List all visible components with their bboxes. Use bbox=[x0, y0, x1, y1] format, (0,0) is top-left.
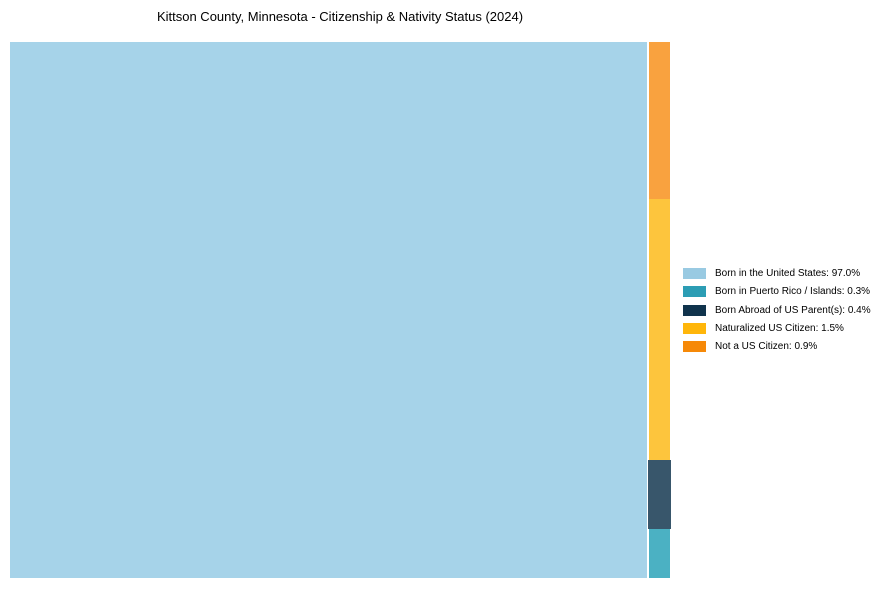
legend-item-not-citizen: Not a US Citizen: 0.9% bbox=[683, 341, 871, 353]
legend-item-born-in-us: Born in the United States: 97.0% bbox=[683, 268, 871, 279]
legend-swatch-not-citizen bbox=[683, 341, 706, 353]
legend: Born in the United States: 97.0% Born in… bbox=[683, 268, 871, 353]
legend-swatch-puerto-rico bbox=[683, 286, 706, 298]
legend-label-puerto-rico: Born in Puerto Rico / Islands: 0.3% bbox=[715, 286, 871, 298]
legend-item-born-abroad: Born Abroad of US Parent(s): 0.4% bbox=[683, 304, 871, 316]
legend-label-born-in-us: Born in the United States: 97.0% bbox=[715, 268, 861, 279]
treemap-cell-born-abroad bbox=[648, 460, 671, 529]
treemap-cell-not-us-citizen bbox=[649, 42, 670, 199]
legend-swatch-naturalized bbox=[683, 322, 706, 334]
legend-item-naturalized: Naturalized US Citizen: 1.5% bbox=[683, 322, 871, 334]
treemap-cell-born-in-us bbox=[10, 42, 647, 578]
legend-swatch-born-abroad bbox=[683, 304, 706, 316]
legend-swatch-born-in-us bbox=[683, 268, 706, 279]
legend-item-puerto-rico: Born in Puerto Rico / Islands: 0.3% bbox=[683, 286, 871, 298]
treemap-cell-puerto-rico bbox=[649, 529, 670, 578]
legend-label-naturalized: Naturalized US Citizen: 1.5% bbox=[715, 322, 844, 334]
legend-label-born-abroad: Born Abroad of US Parent(s): 0.4% bbox=[715, 304, 871, 316]
chart-title: Kittson County, Minnesota - Citizenship … bbox=[156, 9, 524, 24]
legend-label-not-citizen: Not a US Citizen: 0.9% bbox=[715, 341, 818, 353]
treemap-cell-naturalized-citizen bbox=[649, 199, 670, 460]
